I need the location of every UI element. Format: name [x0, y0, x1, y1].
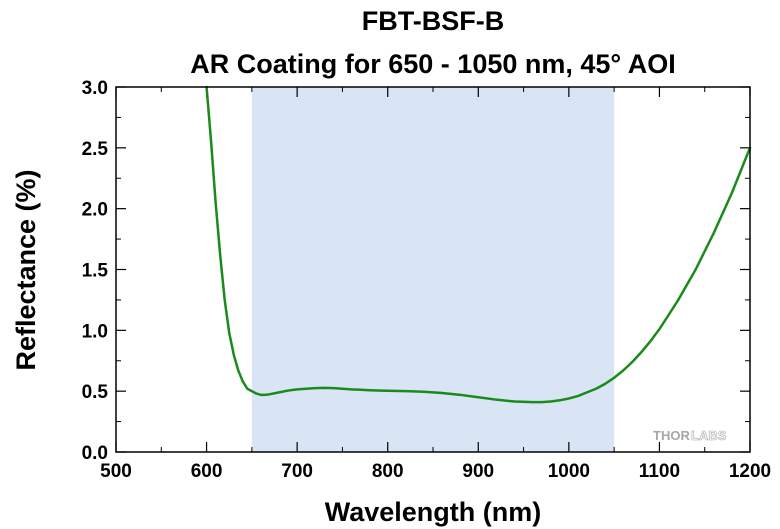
y-tick-label: 3.0 — [82, 78, 108, 99]
x-tick-label: 1200 — [729, 461, 771, 482]
x-tick-label: 700 — [281, 461, 313, 482]
y-tick-label: 2.5 — [82, 139, 109, 160]
x-axis-label: Wavelength (nm) — [325, 497, 542, 527]
y-tick-label: 1.5 — [82, 261, 109, 282]
y-tick-label: 1.0 — [82, 321, 108, 342]
thorlabs-logo: THOR LABS — [653, 428, 727, 444]
x-tick-label: 800 — [372, 461, 404, 482]
chart-subtitle: AR Coating for 650 - 1050 nm, 45° AOI — [190, 49, 675, 79]
highlight-band — [251, 87, 615, 452]
y-tick-label: 0.0 — [82, 443, 108, 464]
y-tick-label: 2.0 — [82, 200, 108, 221]
plot-area: 500 600 700 800 900 1000 1100 1200 0.0 0.5 1.0 1.5 2… — [82, 78, 772, 482]
logo-text-main: THOR — [653, 428, 690, 443]
y-axis-label: Reflectance (%) — [11, 169, 41, 370]
x-tick-label: 500 — [100, 461, 132, 482]
x-tick-label: 1100 — [639, 461, 680, 482]
x-tick-label: 600 — [191, 461, 223, 482]
y-tick-label: 0.5 — [82, 382, 109, 403]
x-tick-label: 900 — [462, 461, 494, 482]
logo-text-secondary: LABS — [691, 428, 727, 443]
x-tick-label: 1000 — [548, 461, 590, 482]
plot-frame — [115, 86, 751, 453]
reflectance-series-line — [205, 85, 752, 404]
chart-title: FBT-BSF-B — [362, 6, 504, 36]
